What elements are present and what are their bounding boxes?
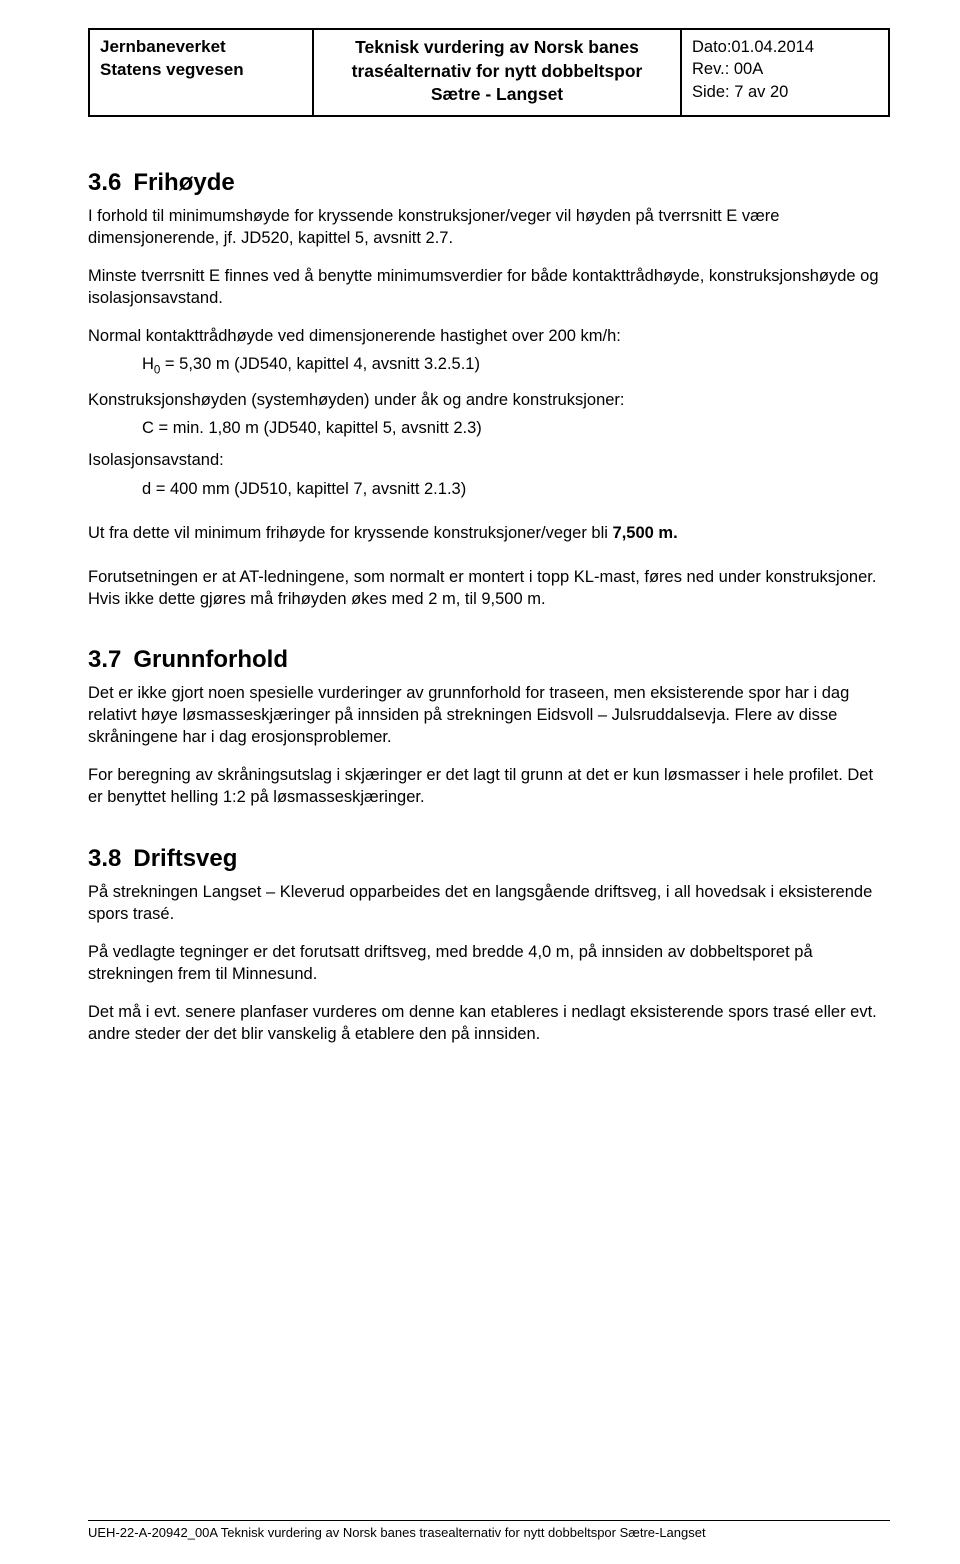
s36-p6-bold: 7,500 m.: [613, 524, 678, 542]
s36-p6: Ut fra dette vil minimum frihøyde for kr…: [88, 522, 890, 544]
s36-p4: Konstruksjonshøyden (systemhøyden) under…: [88, 389, 890, 411]
s36-eq2: C = min. 1,80 m (JD540, kapittel 5, avsn…: [142, 417, 890, 439]
section-38-title: Driftsveg: [133, 845, 237, 872]
header-date: Dato:01.04.2014: [692, 36, 878, 58]
s38-p3: Det må i evt. senere planfaser vurderes …: [88, 1001, 890, 1045]
s36-eq3: d = 400 mm (JD510, kapittel 7, avsnitt 2…: [142, 478, 890, 500]
header-org2: Statens vegvesen: [100, 59, 302, 82]
footer: UEH-22-A-20942_00A Teknisk vurdering av …: [88, 1520, 890, 1540]
section-36-num: 3.6: [88, 169, 121, 196]
s36-eq1: H0 = 5,30 m (JD540, kapittel 4, avsnitt …: [142, 353, 890, 379]
s36-p5: Isolasjonsavstand:: [88, 449, 890, 471]
s36-eq1-pre: H: [142, 355, 154, 373]
s36-p7: Forutsetningen er at AT-ledningene, som …: [88, 566, 890, 610]
footer-text: UEH-22-A-20942_00A Teknisk vurdering av …: [88, 1525, 706, 1540]
s36-p3: Normal kontakttrådhøyde ved dimensjonere…: [88, 325, 890, 347]
header-title-line1: Teknisk vurdering av Norsk banes: [324, 36, 670, 60]
section-38-num: 3.8: [88, 845, 121, 872]
header-meta-cell: Dato:01.04.2014 Rev.: 00A Side: 7 av 20: [681, 29, 889, 116]
header-table: Jernbaneverket Statens vegvesen Teknisk …: [88, 28, 890, 117]
s38-p2: På vedlagte tegninger er det forutsatt d…: [88, 941, 890, 985]
header-page: Side: 7 av 20: [692, 81, 878, 103]
section-38-heading: 3.8 Driftsveg: [88, 845, 890, 873]
s37-p2: For beregning av skråningsutslag i skjær…: [88, 764, 890, 808]
section-36-heading: 3.6 Frihøyde: [88, 169, 890, 197]
header-org1: Jernbaneverket: [100, 36, 302, 59]
s36-p1: I forhold til minimumshøyde for kryssend…: [88, 205, 890, 249]
section-37-num: 3.7: [88, 646, 121, 673]
s36-p6-pre: Ut fra dette vil minimum frihøyde for kr…: [88, 524, 613, 542]
header-title-line3: Sætre - Langset: [324, 83, 670, 107]
section-36-title: Frihøyde: [133, 169, 234, 196]
header-left-cell: Jernbaneverket Statens vegvesen: [89, 29, 313, 116]
s36-p2: Minste tverrsnitt E finnes ved å benytte…: [88, 265, 890, 309]
s37-p1: Det er ikke gjort noen spesielle vurderi…: [88, 682, 890, 748]
header-rev: Rev.: 00A: [692, 58, 878, 80]
header-title-cell: Teknisk vurdering av Norsk banes traséal…: [313, 29, 681, 116]
s36-eq1-post: = 5,30 m (JD540, kapittel 4, avsnitt 3.2…: [160, 355, 480, 373]
document-page: Jernbaneverket Statens vegvesen Teknisk …: [0, 0, 960, 1564]
section-37-heading: 3.7 Grunnforhold: [88, 646, 890, 674]
section-37-title: Grunnforhold: [133, 646, 288, 673]
s38-p1: På strekningen Langset – Kleverud opparb…: [88, 881, 890, 925]
header-title-line2: traséalternativ for nytt dobbeltspor: [324, 60, 670, 84]
